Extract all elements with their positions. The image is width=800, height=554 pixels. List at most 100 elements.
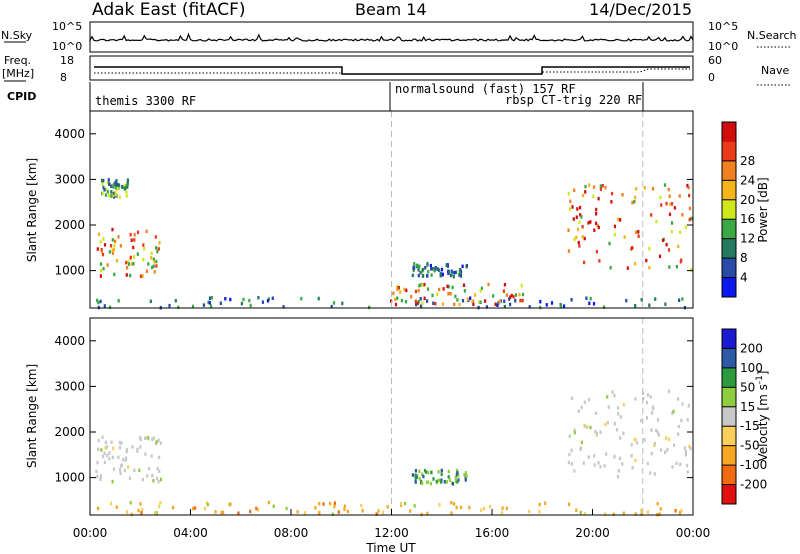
range-gate-cell: [96, 474, 99, 479]
range-gate-cell: [440, 480, 443, 484]
range-gate-cell: [417, 288, 420, 293]
range-gate-cell: [583, 260, 586, 265]
range-gate-cell: [640, 512, 643, 516]
range-gate-cell: [619, 415, 622, 419]
range-gate-cell: [688, 206, 691, 211]
range-gate-cell: [675, 264, 678, 269]
range-gate-cell: [631, 200, 634, 205]
colorbar-swatch: [722, 180, 736, 201]
freq-label: Freq.: [4, 54, 31, 67]
range-gate-cell: [132, 262, 135, 266]
range-gate-cell: [155, 246, 158, 250]
range-gate-cell: [450, 511, 453, 515]
range-gate-cell: [681, 213, 684, 217]
range-gate-cell: [589, 425, 592, 430]
range-gate-cell: [300, 296, 303, 301]
colorbar-swatch: [722, 122, 736, 142]
range-gate-cell: [630, 443, 633, 447]
range-gate-cell: [674, 509, 677, 513]
range-gate-cell: [439, 274, 442, 278]
range-gate-cell: [640, 298, 643, 302]
range-gate-cell: [155, 476, 159, 481]
range-gate-cell: [680, 418, 683, 423]
colorbar-swatch: [722, 445, 736, 466]
range-gate-cell: [640, 508, 643, 513]
range-gate-cell: [417, 273, 420, 278]
range-gate-cell: [445, 263, 448, 267]
range-gate-cell: [588, 397, 591, 402]
range-gate-cell: [427, 470, 430, 475]
range-gate-cell: [396, 284, 399, 289]
colorbar-swatch: [722, 277, 736, 298]
range-gate-cell: [613, 232, 616, 237]
range-gate-cell: [150, 251, 153, 256]
range-gate-cell: [421, 472, 424, 477]
range-gate-cell: [568, 434, 571, 438]
range-gate-cell: [191, 304, 195, 309]
range-gate-cell: [418, 469, 421, 473]
range-gate-cell: [145, 269, 148, 273]
range-gate-cell: [648, 265, 651, 270]
range-gate-cell: [519, 298, 522, 303]
range-gate-cell: [386, 505, 389, 509]
range-gate-cell: [424, 266, 427, 270]
range-gate-cell: [634, 512, 637, 516]
range-gate-cell: [656, 502, 659, 506]
range-gate-cell: [580, 405, 583, 410]
range-gate-cell: [678, 298, 681, 302]
range-gate-cell: [667, 248, 671, 252]
colorbar-swatch: [722, 465, 736, 485]
range-gate-cell: [598, 259, 601, 263]
range-gate-cell: [461, 299, 465, 303]
range-gate-cell: [117, 455, 120, 460]
range-gate-cell: [463, 473, 466, 477]
range-gate-cell: [108, 305, 112, 310]
range-gate-cell: [125, 448, 129, 452]
range-gate-cell: [125, 510, 128, 514]
range-gate-cell: [296, 510, 299, 514]
range-gate-cell: [501, 506, 504, 510]
range-gate-cell: [597, 225, 600, 230]
range-gate-cell: [102, 454, 105, 459]
range-gate-cell: [108, 182, 111, 186]
range-gate-cell: [106, 180, 109, 184]
range-gate-cell: [509, 295, 512, 299]
range-gate-cell: [514, 293, 518, 297]
range-gate-cell: [464, 471, 467, 475]
range-gate-cell: [101, 178, 104, 183]
range-gate-cell: [154, 511, 157, 515]
range-gate-cell: [569, 199, 572, 203]
range-gate-cell: [126, 181, 129, 185]
velocity-scatter: [95, 389, 692, 517]
range-gate-cell: [99, 299, 102, 304]
range-gate-cell: [155, 511, 158, 515]
range-gate-cell: [622, 431, 625, 435]
range-gate-cell: [643, 438, 646, 442]
range-gate-cell: [108, 250, 111, 254]
range-gate-cell: [649, 395, 652, 399]
range-gate-cell: [581, 235, 584, 239]
range-gate-cell: [649, 471, 652, 475]
range-gate-cell: [101, 435, 104, 439]
range-gate-cell: [457, 473, 460, 478]
range-gate-cell: [545, 303, 548, 307]
range-gate-cell: [95, 469, 98, 474]
range-gate-cell: [148, 467, 151, 471]
range-gate-cell: [613, 421, 616, 426]
range-gate-cell: [113, 243, 116, 248]
range-gate-cell: [447, 469, 450, 474]
range-gate-cell: [129, 232, 132, 237]
range-gate-cell: [656, 418, 660, 422]
range-gate-cell: [104, 440, 107, 445]
colorbar-tick-label: 16: [740, 212, 755, 226]
range-gate-cell: [414, 469, 417, 473]
range-gate-cell: [360, 503, 363, 508]
range-gate-cell: [413, 262, 416, 266]
range-gate-cell: [108, 456, 111, 461]
range-gate-cell: [597, 196, 600, 201]
range-gate-cell: [420, 283, 423, 287]
range-gate-cell: [152, 479, 155, 483]
range-gate-cell: [147, 262, 150, 266]
range-gate-cell: [318, 502, 321, 506]
range-gate-cell: [660, 203, 663, 207]
